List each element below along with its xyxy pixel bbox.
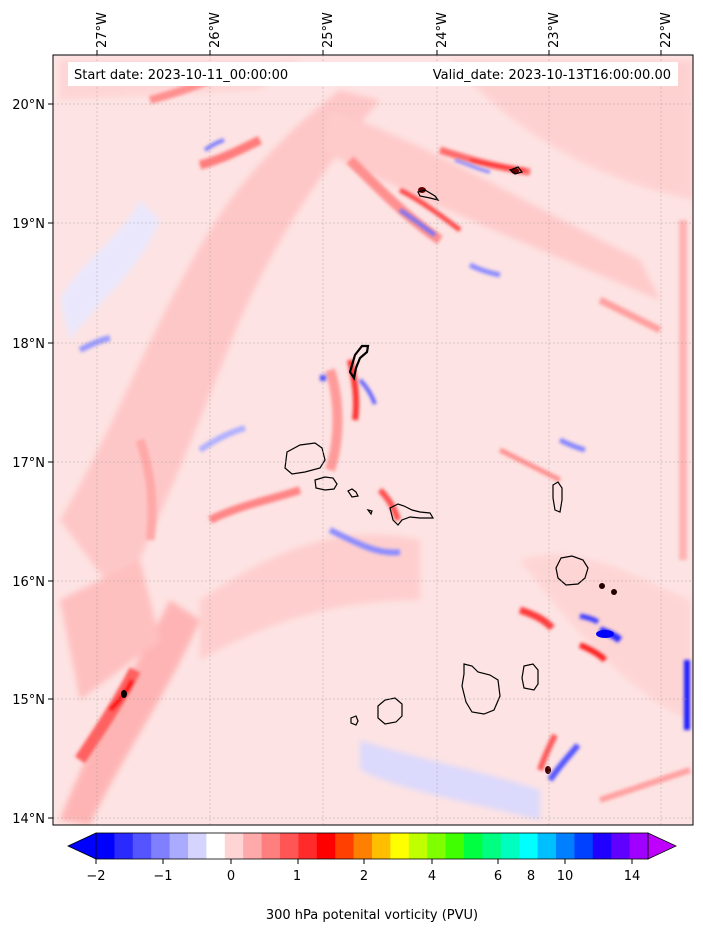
- lon-tick-label: 24°W: [435, 12, 450, 48]
- latitude-axis: 20°N 19°N 18°N 17°N 16°N 15°N 14°N: [12, 98, 53, 827]
- colorbar-segment: [556, 833, 575, 859]
- colorbar-segment: [408, 833, 428, 859]
- gridlines: [53, 55, 693, 825]
- colorbar-segment: [445, 833, 465, 859]
- colorbar-segment: [298, 833, 318, 859]
- colorbar-tick-label: 0: [227, 869, 235, 884]
- colorbar-label: 300 hPa potenital vorticity (PVU): [266, 908, 478, 923]
- map-panel: Start date: 2023-10-11_00:00:00 Valid_da…: [53, 55, 693, 825]
- lon-tick-label: 22°W: [659, 12, 674, 48]
- valid-date-label: Valid_date: 2023-10-13T16:00:00.00: [433, 68, 671, 83]
- lon-tick-label: 23°W: [547, 12, 562, 48]
- vorticity-negative-features: [78, 138, 690, 782]
- longitude-axis: 27°W 26°W 25°W 24°W 23°W 22°W: [95, 12, 674, 55]
- colorbar-segment: [188, 833, 207, 859]
- colorbar-segment: [500, 833, 520, 859]
- colorbar-segment: [390, 833, 410, 859]
- colorbar-segment: [132, 833, 152, 859]
- colorbar-segment: [611, 833, 631, 859]
- colorbar-segment: [519, 833, 539, 859]
- colorbar-segment: [372, 833, 391, 859]
- colorbar-segment: [224, 833, 244, 859]
- colorbar-tick-label: 6: [494, 869, 502, 884]
- colorbar: −2 −1 0 1 2 4 6 8 10 14 300 hPa potenita…: [67, 832, 677, 923]
- colorbar-tick-label: 10: [557, 869, 574, 884]
- lat-tick-label: 19°N: [12, 217, 45, 232]
- colorbar-tick-label: −2: [86, 869, 105, 884]
- colorbar-tick-label: 14: [624, 869, 641, 884]
- colorbar-segment: [280, 833, 299, 859]
- colorbar-segment: [629, 833, 649, 859]
- colorbar-tick-label: 1: [293, 869, 301, 884]
- info-box: [68, 62, 678, 86]
- colorbar-segment: [574, 833, 594, 859]
- colorbar-segment: [151, 833, 171, 859]
- colorbar-segment: [316, 833, 336, 859]
- lat-tick-label: 14°N: [12, 812, 45, 827]
- lat-tick-label: 15°N: [12, 693, 45, 708]
- colorbar-tick-label: 4: [428, 869, 436, 884]
- colorbar-ticks: [95, 859, 633, 864]
- colorbar-tick-label: 2: [360, 869, 368, 884]
- colorbar-segment: [353, 833, 373, 859]
- lat-tick-label: 17°N: [12, 456, 45, 471]
- lon-tick-label: 25°W: [321, 12, 336, 48]
- colorbar-frame: [95, 832, 649, 860]
- colorbar-segment: [537, 833, 557, 859]
- colorbar-segment: [261, 833, 281, 859]
- map-frame: [52, 54, 694, 826]
- lon-tick-label: 26°W: [208, 12, 223, 48]
- colorbar-segments: [96, 833, 649, 859]
- colorbar-segment: [243, 833, 263, 859]
- colorbar-segment: [114, 833, 134, 859]
- lat-tick-label: 20°N: [12, 98, 45, 113]
- colorbar-tick-label: 8: [527, 869, 535, 884]
- colorbar-segment: [96, 833, 115, 859]
- colorbar-segment: [592, 833, 612, 859]
- start-date-label: Start date: 2023-10-11_00:00:00: [74, 68, 288, 83]
- lat-tick-label: 16°N: [12, 575, 45, 590]
- colorbar-extend-high: [647, 832, 677, 860]
- colorbar-tick-label: −1: [153, 869, 172, 884]
- lat-tick-label: 18°N: [12, 337, 45, 352]
- colorbar-segment: [464, 833, 483, 859]
- lon-tick-label: 27°W: [95, 12, 110, 48]
- colorbar-segment: [169, 833, 189, 859]
- coastlines: [284, 166, 589, 726]
- colorbar-segment: [206, 833, 226, 859]
- colorbar-segment: [335, 833, 355, 859]
- colorbar-segment: [427, 833, 447, 859]
- colorbar-segment: [482, 833, 502, 859]
- colorbar-extend-low: [67, 832, 97, 860]
- vorticity-positive-streaks: [75, 76, 691, 803]
